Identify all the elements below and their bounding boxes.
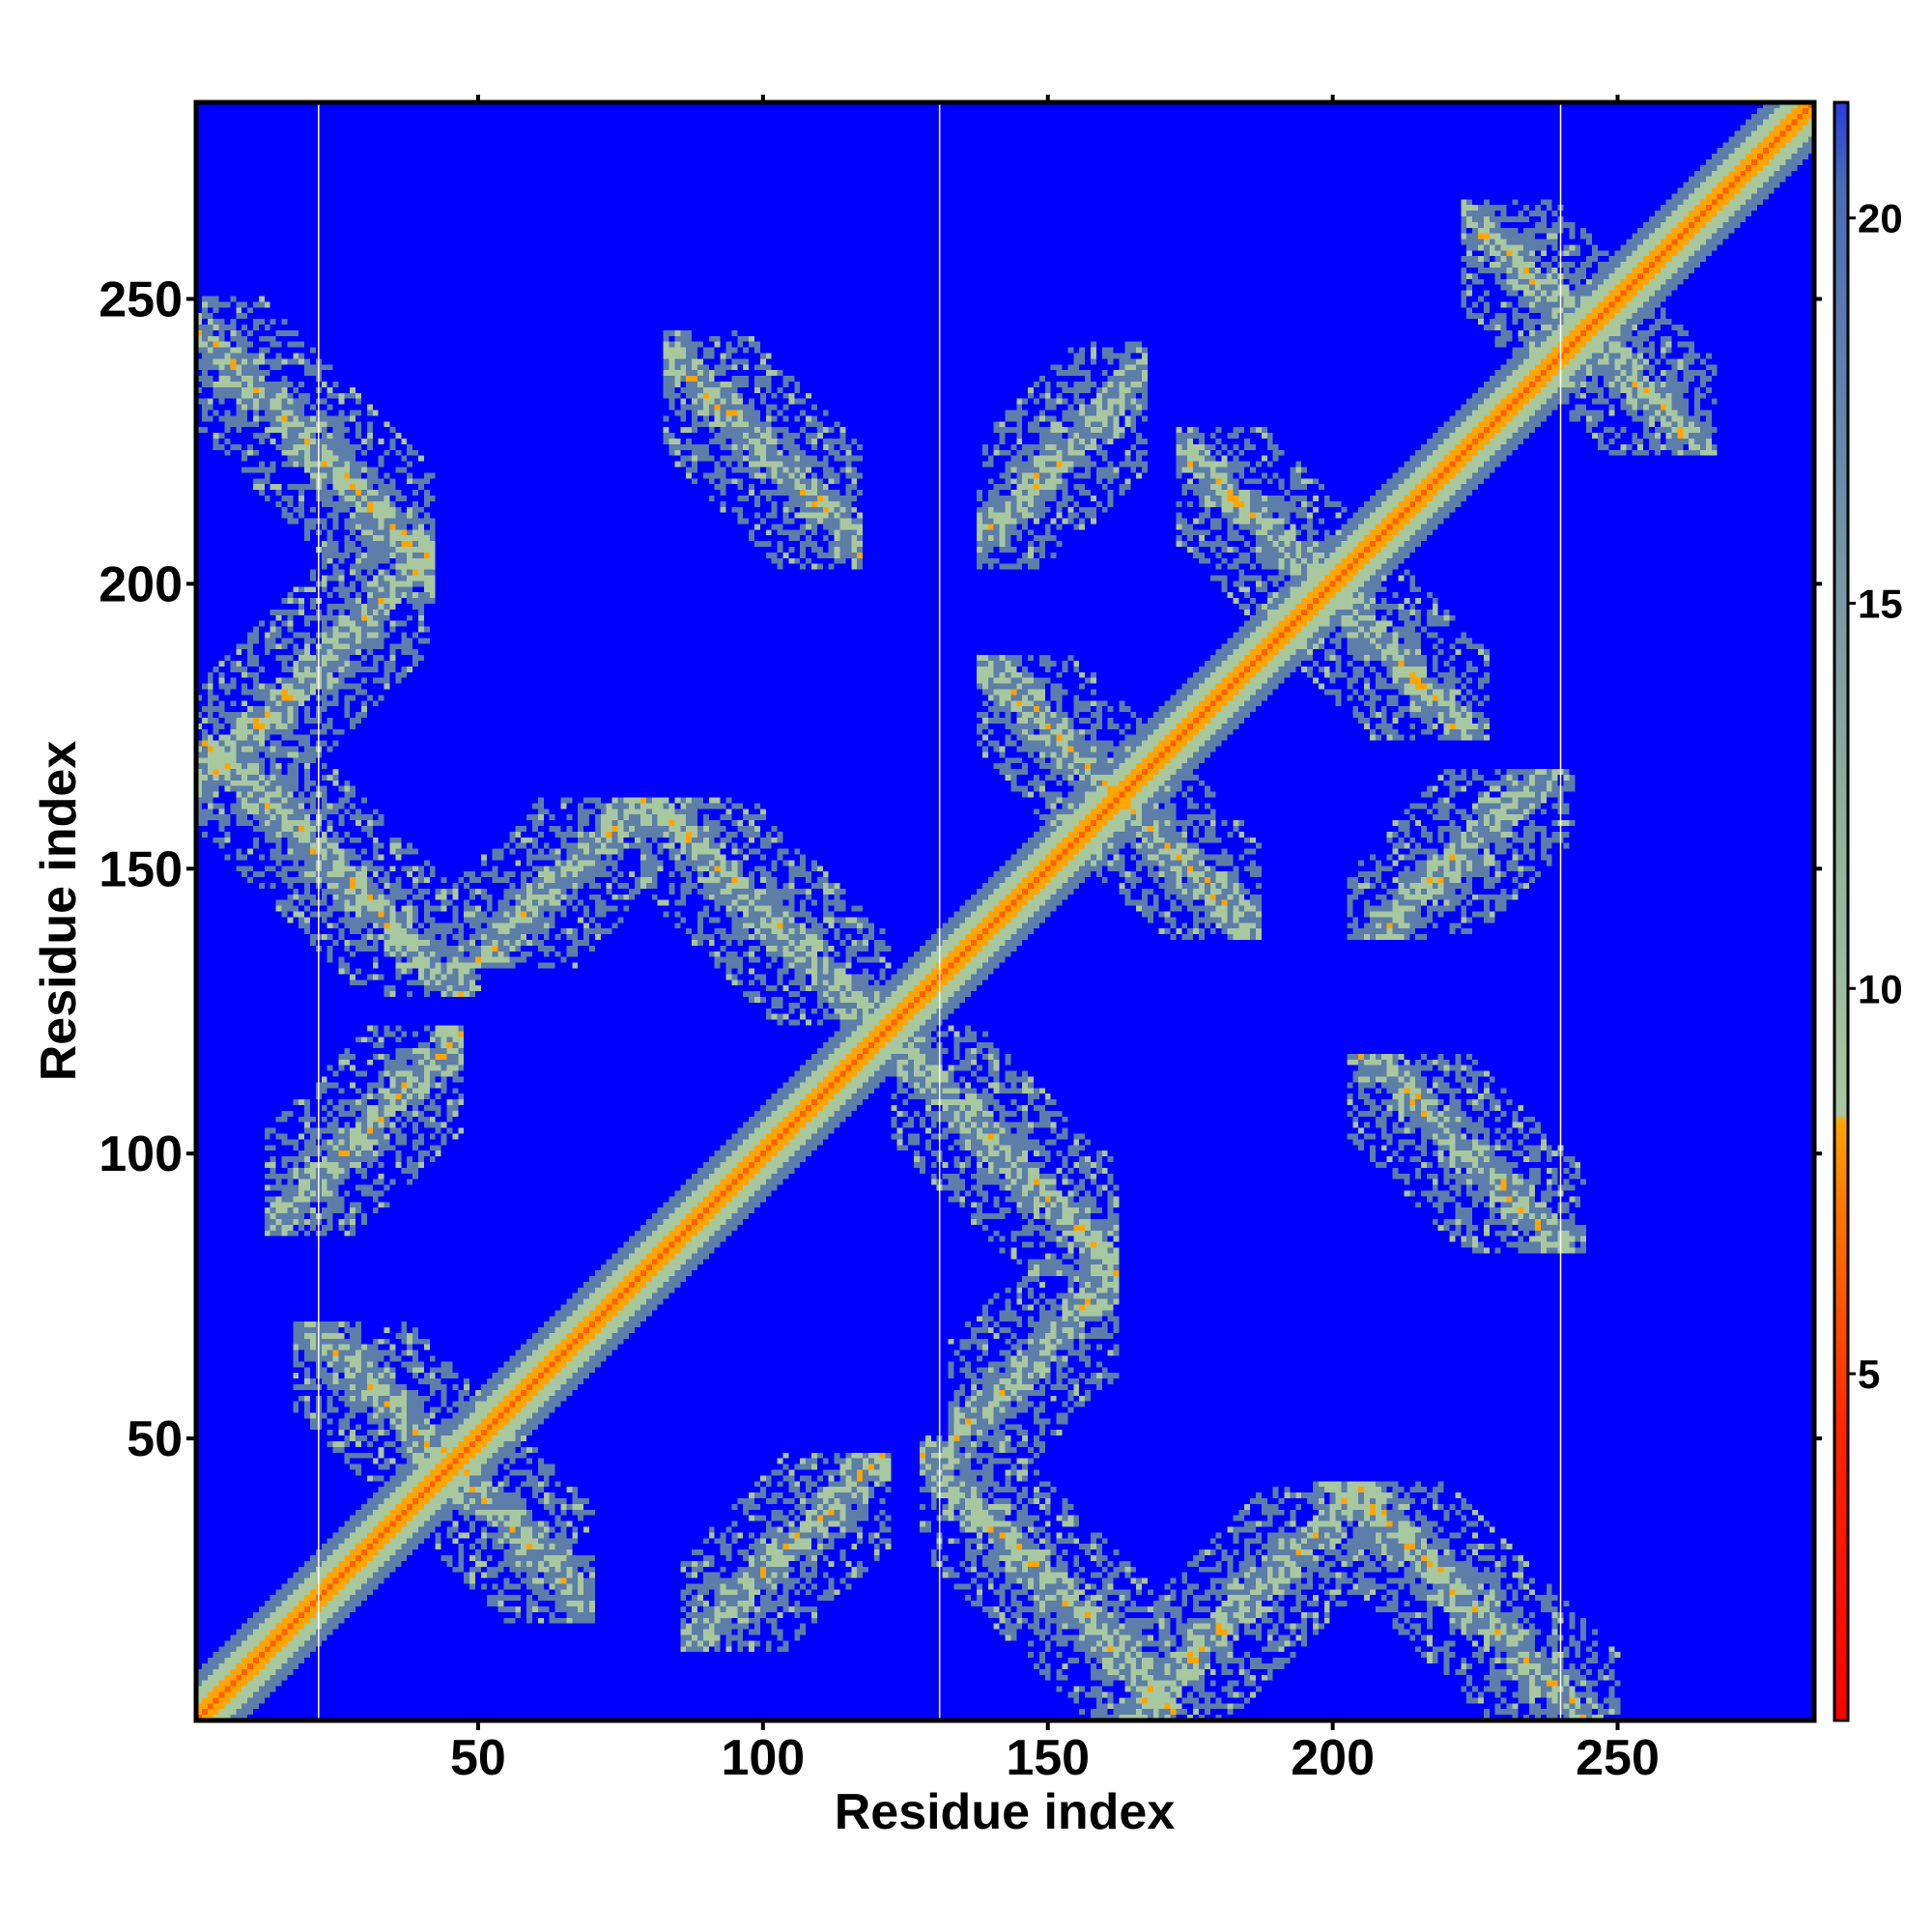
colorbar-tick-label: 15 [1858, 581, 1903, 626]
plot-frame [193, 99, 1817, 1723]
x-tick-label: 200 [1291, 1730, 1375, 1786]
x-axis-title: Residue index [835, 1784, 1176, 1840]
heatmap-image [196, 102, 1814, 1720]
x-tick-label: 250 [1576, 1730, 1660, 1786]
y-tick-label: 50 [127, 1411, 183, 1467]
y-axis: 50 100 150 200 250 Residue index [31, 271, 1822, 1467]
x-tick-label: 150 [1006, 1730, 1090, 1786]
colorbar-ticks: 5 10 15 20 [1848, 196, 1903, 1397]
y-tick-label: 150 [99, 841, 183, 897]
y-tick-label: 100 [99, 1126, 183, 1182]
y-axis-ticks: 50 100 150 200 250 [99, 271, 1822, 1467]
y-axis-title: Residue index [31, 741, 87, 1082]
colorbar-tick-label: 5 [1858, 1351, 1880, 1397]
colorbar-tick-label: 20 [1858, 196, 1903, 242]
segment-boundary-lines [318, 102, 1562, 1720]
x-axis-ticks: 50 100 150 200 250 [450, 95, 1660, 1786]
heatmap-cells [196, 102, 1814, 1720]
y-tick-label: 250 [99, 271, 183, 327]
x-axis: 50 100 150 200 250 Residue index [450, 95, 1660, 1840]
x-tick-label: 100 [721, 1730, 805, 1786]
colorbar: 5 10 15 20 [1833, 100, 1903, 1722]
y-tick-label: 200 [99, 556, 183, 612]
colorbar-tick-label: 10 [1858, 966, 1903, 1011]
colorbar-gradient [1833, 100, 1850, 1722]
x-tick-label: 50 [450, 1730, 506, 1786]
heatmap-plot-area [193, 99, 1817, 1723]
